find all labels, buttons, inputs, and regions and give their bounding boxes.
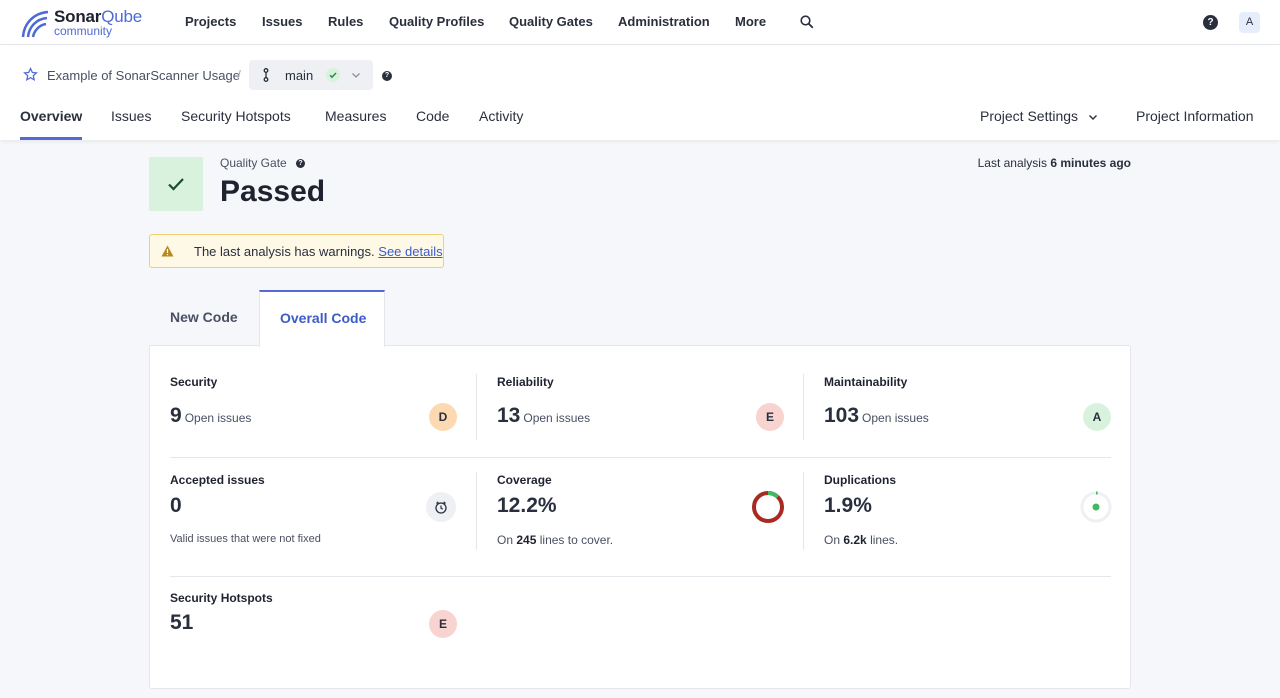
duplications-title: Duplications (824, 473, 897, 487)
top-navigation-bar: SonarQube community Projects Issues Rule… (0, 0, 1280, 45)
check-icon (168, 178, 184, 191)
brand-name: SonarQube (54, 7, 142, 26)
see-details-link[interactable]: See details (378, 244, 443, 259)
duplications-value[interactable]: 1.9% (824, 494, 872, 517)
tab-overview[interactable]: Overview (20, 108, 83, 124)
sonar-waves-icon (21, 10, 49, 38)
branch-status-badge (326, 68, 340, 82)
duplications-dot (1092, 503, 1100, 511)
nav-more[interactable]: More (735, 14, 767, 29)
reliability-title: Reliability (497, 375, 554, 389)
maintainability-value[interactable]: 103 Open issues (824, 404, 929, 427)
project-settings-menu[interactable]: Project Settings (980, 108, 1098, 124)
branch-name: main (285, 68, 314, 83)
tab-activity[interactable]: Activity (479, 108, 524, 124)
quality-gate-status-icon (149, 157, 203, 211)
duplications-note: On 6.2k lines. (824, 533, 899, 547)
nav-quality-profiles[interactable]: Quality Profiles (389, 14, 485, 29)
nav-projects[interactable]: Projects (185, 14, 237, 29)
divider (476, 374, 477, 440)
maintainability-title: Maintainability (824, 375, 908, 389)
security-value[interactable]: 9 Open issues (170, 404, 252, 427)
tab-measures[interactable]: Measures (325, 108, 387, 124)
tab-code[interactable]: Code (416, 108, 450, 124)
accepted-issues-title: Accepted issues (170, 473, 265, 487)
reliability-value[interactable]: 13 Open issues (497, 404, 591, 427)
warning-icon (161, 245, 174, 257)
duplications-donut-chart[interactable] (1079, 490, 1113, 524)
coverage-value[interactable]: 12.2% (497, 494, 557, 517)
coverage-donut-chart[interactable] (751, 490, 785, 524)
divider (803, 374, 804, 440)
quality-gate-help-icon[interactable]: ? (296, 159, 305, 168)
divider (170, 576, 1111, 577)
tab-security-hotspots[interactable]: Security Hotspots (181, 108, 291, 124)
accepted-issues-icon-badge (426, 492, 456, 522)
metrics-panel: Security 9 Open issues D Reliability 13 Op… (149, 345, 1131, 689)
project-header: Example of SonarScanner Usage / main ? O… (0, 45, 1280, 140)
nav-issues[interactable]: Issues (262, 14, 303, 29)
check-icon (329, 72, 337, 79)
divider (170, 457, 1111, 458)
breadcrumb-separator: / (237, 67, 241, 83)
tab-overall-code[interactable]: Overall Code (259, 290, 385, 347)
last-analysis: Last analysis 6 minutes ago (977, 156, 1131, 170)
project-information-link[interactable]: Project Information (1136, 108, 1254, 124)
brand-edition: community (54, 24, 113, 38)
coverage-title: Coverage (497, 473, 552, 487)
coverage-note: On 245 lines to cover. (497, 533, 614, 547)
divider (803, 472, 804, 550)
maintainability-rating[interactable]: A (1083, 403, 1111, 431)
project-name-link[interactable]: Example of SonarScanner Usage (47, 68, 240, 83)
quality-gate-status: Passed (220, 175, 326, 208)
tab-new-code[interactable]: New Code (170, 309, 238, 325)
security-rating[interactable]: D (429, 403, 457, 431)
accepted-issues-value[interactable]: 0 (170, 494, 182, 517)
accepted-issues-note: Valid issues that were not fixed (170, 533, 321, 545)
coverage-uncovered-ring (752, 491, 784, 523)
warning-text: The last analysis has warnings. See deta… (194, 244, 443, 259)
nav-administration[interactable]: Administration (618, 14, 710, 29)
quality-gate-label: Quality Gate (220, 156, 287, 170)
divider (476, 472, 477, 550)
analysis-warning-banner: The last analysis has warnings. See deta… (149, 234, 444, 268)
reliability-rating[interactable]: E (756, 403, 784, 431)
security-hotspots-title: Security Hotspots (170, 591, 273, 605)
alarm-clock-icon (435, 501, 447, 514)
branch-selector[interactable]: main (249, 60, 373, 90)
active-tab-indicator (20, 137, 82, 140)
star-icon[interactable] (23, 67, 38, 82)
chevron-down-icon (1089, 115, 1098, 121)
coverage-covered-arc (752, 491, 784, 523)
chevron-down-icon (352, 73, 360, 78)
duplications-arc (1080, 491, 1112, 523)
nav-rules[interactable]: Rules (328, 14, 364, 29)
security-hotspots-rating[interactable]: E (429, 610, 457, 638)
branch-icon (263, 68, 269, 82)
branch-help-icon[interactable]: ? (382, 71, 392, 81)
tab-issues[interactable]: Issues (111, 108, 152, 124)
nav-quality-gates[interactable]: Quality Gates (509, 14, 593, 29)
project-settings-label: Project Settings (980, 108, 1079, 124)
user-avatar[interactable]: A (1239, 12, 1260, 33)
sonarqube-logo[interactable]: SonarQube community (20, 7, 155, 39)
help-icon[interactable]: ? (1203, 15, 1218, 30)
security-hotspots-value[interactable]: 51 (170, 611, 194, 634)
search-icon[interactable] (800, 15, 814, 29)
security-title: Security (170, 375, 218, 389)
